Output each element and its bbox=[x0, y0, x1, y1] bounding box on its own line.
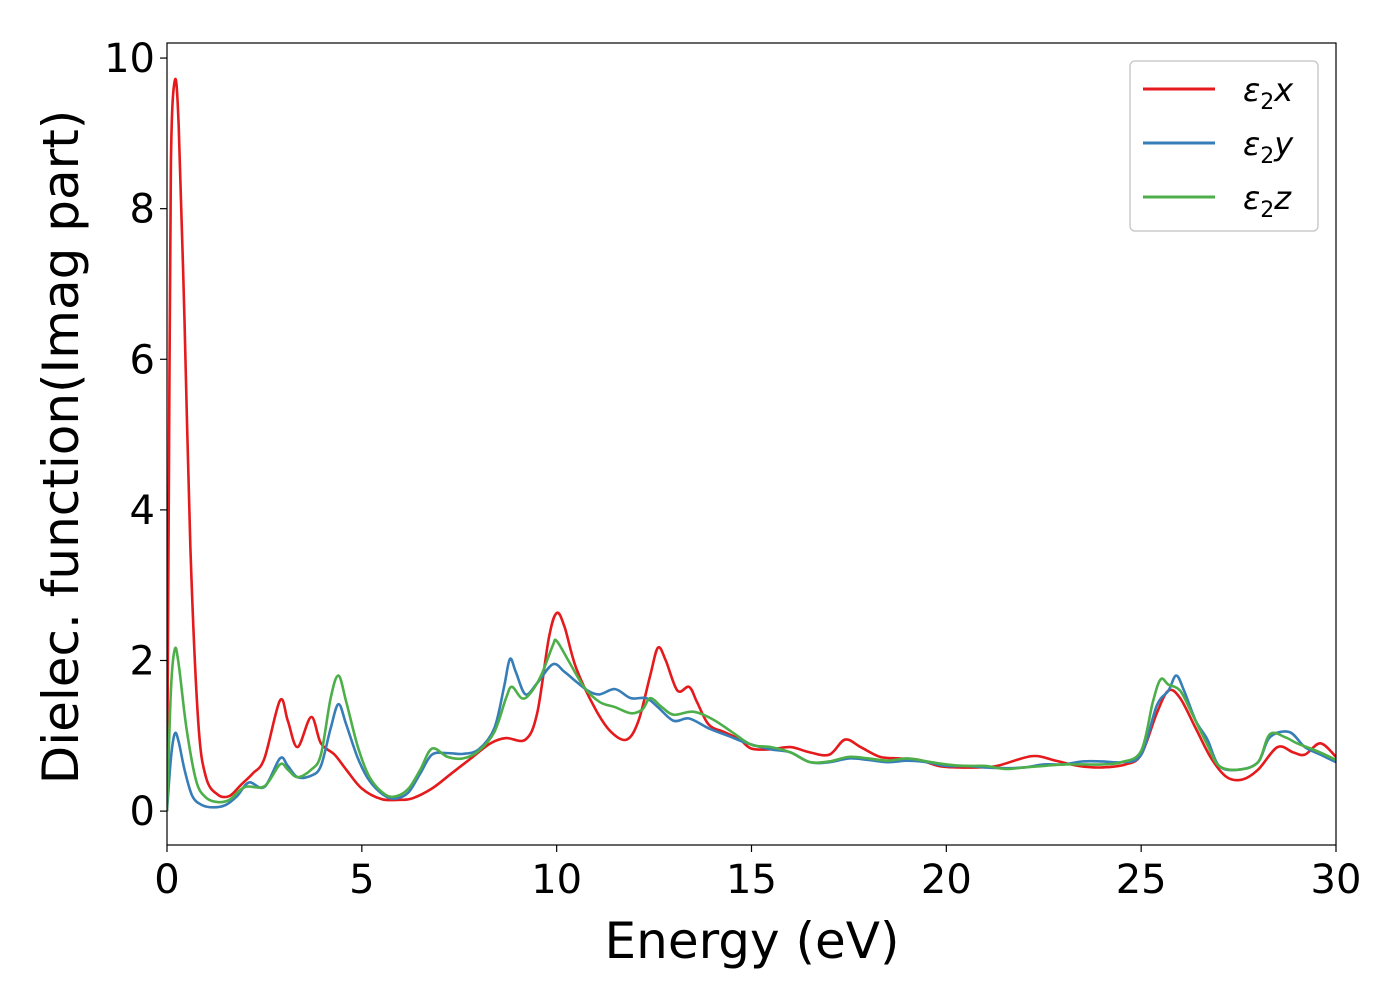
series-line-x bbox=[167, 77, 1336, 812]
series-line-z bbox=[167, 638, 1336, 812]
legend-frame bbox=[1129, 60, 1319, 232]
y-tick-label: 6 bbox=[130, 337, 155, 383]
x-tick-label: 10 bbox=[531, 857, 582, 903]
y-tick-label: 4 bbox=[130, 488, 155, 534]
legend-y-var: y bbox=[1273, 125, 1294, 163]
x-tick-label: 5 bbox=[349, 857, 374, 903]
legend-label-z: ε2z bbox=[1243, 179, 1292, 223]
legend-z-var: z bbox=[1273, 179, 1292, 217]
ticks-layer: 0 5 10 15 20 25 30 0 2 4 6 8 10 bbox=[104, 36, 1361, 903]
legend-label-x: ε2x bbox=[1243, 71, 1294, 115]
legend-y-base: ε bbox=[1243, 125, 1260, 163]
legend-x-base: ε bbox=[1243, 71, 1260, 109]
x-tick-label: 15 bbox=[726, 857, 777, 903]
legend-x-sub: 2 bbox=[1260, 90, 1274, 115]
series-layer bbox=[167, 77, 1336, 812]
legend-label-y: ε2y bbox=[1243, 125, 1294, 169]
legend: ε2x ε2y ε2z bbox=[1129, 60, 1319, 232]
legend-z-base: ε bbox=[1243, 179, 1260, 217]
x-tick-label: 25 bbox=[1116, 857, 1167, 903]
legend-x-var: x bbox=[1273, 71, 1294, 109]
y-tick-label: 2 bbox=[130, 639, 155, 685]
y-axis-title: Dielec. function(Imag part) bbox=[32, 110, 90, 785]
y-tick-label: 0 bbox=[130, 789, 155, 835]
x-tick-label: 30 bbox=[1311, 857, 1362, 903]
x-tick-label: 0 bbox=[154, 857, 179, 903]
legend-y-sub: 2 bbox=[1260, 144, 1274, 169]
x-axis-title: Energy (eV) bbox=[605, 912, 900, 970]
x-tick-label: 20 bbox=[921, 857, 972, 903]
y-tick-label: 10 bbox=[104, 36, 155, 82]
y-tick-label: 8 bbox=[130, 187, 155, 233]
legend-z-sub: 2 bbox=[1260, 198, 1274, 223]
